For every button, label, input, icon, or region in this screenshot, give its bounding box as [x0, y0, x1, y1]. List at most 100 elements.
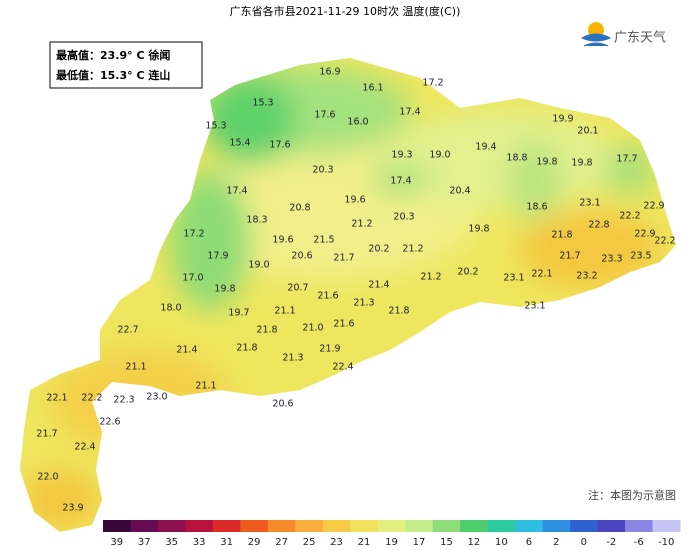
legend-swatch	[322, 520, 351, 532]
station-value: 17.4	[390, 176, 411, 187]
station-value: 18.8	[506, 153, 527, 164]
station-value: 19.4	[475, 142, 496, 153]
legend-label: 31	[220, 537, 233, 548]
legend-swatch	[542, 520, 571, 532]
station-value: 19.8	[468, 224, 489, 235]
legend-label: 6	[526, 537, 532, 548]
station-value: 19.8	[214, 284, 235, 295]
map-title: 广东省各市县2021-11-29 10时次 温度(度(C))	[230, 4, 461, 18]
legend-label: 23	[330, 537, 343, 548]
station-value: 21.7	[559, 251, 580, 262]
station-value: 17.0	[182, 273, 203, 284]
station-value: 21.5	[313, 235, 334, 246]
station-value: 22.0	[37, 472, 58, 483]
station-value: 21.0	[302, 323, 323, 334]
station-value: 15.3	[252, 98, 273, 109]
station-value: 21.2	[420, 272, 441, 283]
legend-swatch	[295, 520, 324, 532]
station-value: 22.2	[619, 211, 640, 222]
station-value: 23.3	[601, 254, 622, 265]
legend-label: 17	[413, 537, 426, 548]
color-legend: 39 37 35 33 31 29 27 25 23 21 19 17 15 12 10 6 2 0 -2 -6 -10	[103, 520, 681, 548]
legend-swatch	[103, 520, 131, 532]
station-value: 20.1	[577, 126, 598, 137]
legend-swatch	[212, 520, 241, 532]
province	[20, 58, 676, 532]
station-value: 20.3	[393, 212, 414, 223]
station-value: 17.4	[399, 107, 420, 118]
station-value: 21.2	[351, 219, 372, 230]
legend-label: -6	[634, 537, 644, 548]
legend-swatch	[515, 520, 544, 532]
legend-label: 25	[303, 537, 316, 548]
station-value: 17.2	[422, 78, 443, 89]
legend-swatch	[377, 520, 406, 532]
station-value: 23.1	[503, 273, 524, 284]
station-value: 21.8	[256, 325, 277, 336]
station-value: 21.7	[333, 253, 354, 264]
legend-swatch	[625, 520, 654, 532]
station-value: 22.4	[74, 442, 95, 453]
legend-swatch	[240, 520, 269, 532]
station-value: 15.4	[229, 138, 250, 149]
logo-text: 广东天气	[614, 30, 666, 46]
legend-label: 0	[581, 537, 587, 548]
station-value: 23.1	[524, 301, 545, 312]
legend-label: 12	[468, 537, 481, 548]
station-value: 21.6	[333, 319, 354, 330]
legend-swatch	[597, 520, 626, 532]
legend-label: 10	[495, 537, 508, 548]
station-value: 18.3	[246, 215, 267, 226]
legend-swatch	[652, 520, 681, 532]
legend-swatch	[487, 520, 516, 532]
legend-swatch	[432, 520, 461, 532]
station-value: 21.4	[368, 280, 389, 291]
station-value: 20.6	[291, 251, 312, 262]
station-value: 19.9	[552, 114, 573, 125]
station-value: 19.7	[228, 308, 249, 319]
station-value: 22.1	[46, 393, 67, 404]
station-value: 22.1	[531, 269, 552, 280]
legend-swatch	[130, 520, 159, 532]
legend-swatch	[157, 520, 186, 532]
station-value: 23.5	[630, 251, 651, 262]
station-value: 22.7	[117, 325, 138, 336]
legend-label: 15	[440, 537, 453, 548]
station-value: 19.8	[571, 158, 592, 169]
station-value: 17.9	[207, 251, 228, 262]
legend-swatch	[185, 520, 214, 532]
legend-swatch	[570, 520, 599, 532]
legend-swatch	[460, 520, 489, 532]
station-value: 15.3	[205, 121, 226, 132]
station-value: 21.7	[36, 429, 57, 440]
station-value: 17.6	[269, 140, 290, 151]
station-value: 19.3	[391, 150, 412, 161]
station-value: 21.1	[125, 362, 146, 373]
station-value: 23.9	[62, 503, 83, 514]
station-value: 20.3	[312, 165, 333, 176]
station-value: 23.1	[579, 198, 600, 209]
station-value: 20.8	[289, 203, 310, 214]
station-value: 21.3	[282, 353, 303, 364]
station-value: 22.8	[588, 220, 609, 231]
station-value: 22.9	[634, 229, 655, 240]
legend-label: 2	[553, 537, 559, 548]
info-box: 最高值：23.9° C 徐闻 最低值：15.3° C 连山	[49, 41, 203, 89]
station-value: 21.4	[176, 345, 197, 356]
station-value: 21.8	[551, 230, 572, 241]
station-value: 18.6	[526, 202, 547, 213]
station-value: 18.0	[160, 303, 181, 314]
station-value: 21.9	[319, 344, 340, 355]
station-value: 20.2	[457, 267, 478, 278]
station-value: 22.2	[654, 236, 675, 247]
station-value: 20.4	[449, 186, 470, 197]
station-value: 23.0	[146, 392, 167, 403]
station-value: 20.6	[272, 399, 293, 410]
station-value: 23.2	[576, 271, 597, 282]
station-value: 21.3	[353, 298, 374, 309]
station-value: 21.1	[274, 306, 295, 317]
legend-label: -10	[658, 537, 674, 548]
info-max: 最高值：23.9° C 徐闻	[56, 48, 170, 62]
